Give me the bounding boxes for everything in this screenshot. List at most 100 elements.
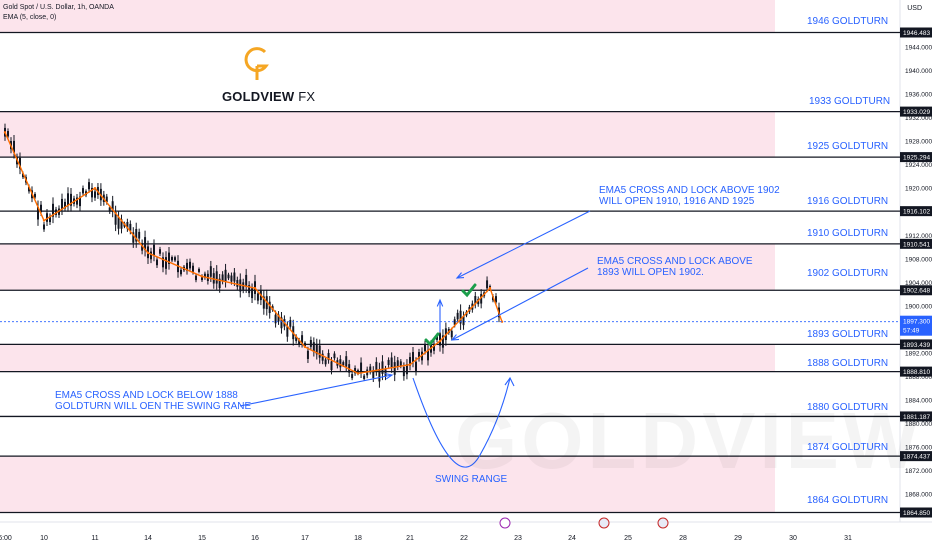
time-tick-label: 30 <box>789 535 797 542</box>
price-point <box>146 251 150 255</box>
price-tick-label: 1908.000 <box>905 256 932 263</box>
level-price-tag-text: 1874.437 <box>903 454 930 461</box>
candle-body <box>321 353 324 361</box>
swing-range-curve <box>412 377 511 468</box>
candle-body <box>159 249 161 254</box>
level-price-tag-text: 1910.541 <box>903 241 930 248</box>
level-price-tag <box>900 285 932 296</box>
price-tick-label: 1872.000 <box>905 468 932 475</box>
price-point <box>200 275 204 278</box>
goldturn-label: 1933 GOLDTURN <box>809 96 891 107</box>
candle-body <box>186 262 188 271</box>
annotation-swing-range: SWING RANGE <box>435 474 508 485</box>
candle-body <box>40 204 42 213</box>
candle-body <box>274 314 277 324</box>
price-tick-label: 1892.000 <box>905 350 932 357</box>
time-tick-label: 14 <box>144 535 152 542</box>
time-tick-label: 28 <box>679 535 687 542</box>
candle-body <box>387 359 390 366</box>
arrow-to-1893 <box>451 267 589 341</box>
candle-body <box>399 361 402 366</box>
logo-wordmark: GOLDVIEW FX <box>222 89 316 104</box>
candle-body <box>224 269 227 282</box>
candle-body <box>351 374 354 379</box>
candle-body <box>230 275 233 282</box>
level-price-tag <box>900 507 932 518</box>
candle-body <box>218 278 221 289</box>
candle-body <box>409 357 411 366</box>
level-price-tag-text: 1916.102 <box>903 209 930 216</box>
zone-band <box>0 243 775 291</box>
price-tick-label: 1868.000 <box>905 491 932 498</box>
candle-body <box>306 350 309 359</box>
candle-body <box>339 359 342 368</box>
candle-body <box>369 366 372 372</box>
level-price-tag-text: 1925.294 <box>903 155 930 162</box>
candle-body <box>333 353 336 359</box>
time-tick-label: 10 <box>40 535 48 542</box>
candle-body <box>132 232 135 243</box>
goldturn-label: 1902 GOLDTURN <box>807 268 889 279</box>
level-price-tag <box>900 366 932 377</box>
candle-body <box>117 217 120 229</box>
logo-g-icon <box>244 47 269 80</box>
candle-body <box>138 231 141 239</box>
goldturn-label: 1888 GOLDTURN <box>807 358 889 369</box>
candle-body <box>94 191 96 198</box>
level-price-tag-text: 1888.810 <box>903 369 930 376</box>
candle-body <box>402 366 405 377</box>
candle-body <box>360 362 363 373</box>
candle-body <box>126 221 129 229</box>
candle-body <box>433 343 435 351</box>
price-point <box>42 219 46 222</box>
candle-body <box>342 362 345 366</box>
level-price-tag-text: 1933.029 <box>903 109 930 116</box>
price-tick-label: 1924.000 <box>905 162 932 169</box>
candle-body <box>70 193 72 206</box>
ema-line <box>4 132 503 375</box>
candle-body <box>304 342 306 346</box>
swing-range-curve-head <box>504 376 515 387</box>
candle-body <box>91 187 93 198</box>
candle-body <box>418 352 420 359</box>
arrow-to-1902 <box>456 210 591 279</box>
candle-body <box>251 288 254 299</box>
time-tick-label: 18 <box>354 535 362 542</box>
candle-body <box>324 359 327 365</box>
candle-body <box>156 259 158 266</box>
candle-body <box>486 280 489 289</box>
goldturn-label: 1925 GOLDTURN <box>807 141 889 152</box>
candle-body <box>198 268 200 272</box>
annotation-above-1902: EMA5 CROSS AND LOCK ABOVE 1902 WILL OPEN… <box>599 185 780 207</box>
level-price-tag-text: 1864.850 <box>903 510 930 517</box>
zone-band <box>0 344 775 372</box>
candle-body <box>393 362 396 375</box>
time-tick-label: 31 <box>844 535 852 542</box>
candle-body <box>345 356 348 367</box>
candle-body <box>298 340 301 345</box>
us-flag-icon[interactable] <box>598 517 610 529</box>
price-tick-label: 1904.000 <box>905 280 932 287</box>
candle-body <box>221 274 224 282</box>
candle-body <box>327 352 330 361</box>
candle-body <box>111 201 114 212</box>
candle-body <box>233 272 236 282</box>
candle-body <box>441 335 444 348</box>
price-tick-label: 1876.000 <box>905 444 932 451</box>
candle-body <box>19 157 21 169</box>
candle-body <box>312 342 315 352</box>
us-flag-icon[interactable] <box>657 517 669 529</box>
candle-body <box>180 269 182 275</box>
candle-body <box>141 243 144 251</box>
current-price-tag[interactable] <box>900 315 932 336</box>
lightning-icon[interactable] <box>499 517 511 529</box>
time-tick-label: 15 <box>198 535 206 542</box>
price-tick-label: 1888.000 <box>905 374 932 381</box>
check-icon <box>461 283 477 298</box>
zone-band <box>0 111 775 158</box>
candle-body <box>236 280 239 287</box>
candle-body <box>192 265 194 272</box>
indicator-label[interactable]: EMA (5, close, 0) <box>3 14 57 21</box>
